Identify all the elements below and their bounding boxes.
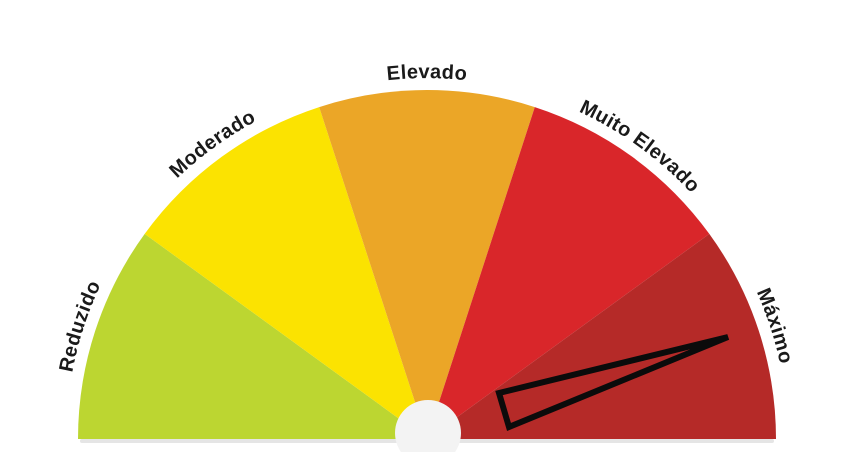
needle — [495, 334, 730, 432]
segment-label-elevado-text: Elevado — [386, 61, 468, 85]
gauge-hub — [395, 400, 461, 452]
segment-moderado — [144, 107, 427, 439]
segment-elevado — [319, 90, 535, 440]
segment-reduzido — [78, 233, 427, 439]
segment-muito-elevado — [427, 107, 710, 439]
segment-label-elevado: Elevado — [386, 61, 469, 85]
